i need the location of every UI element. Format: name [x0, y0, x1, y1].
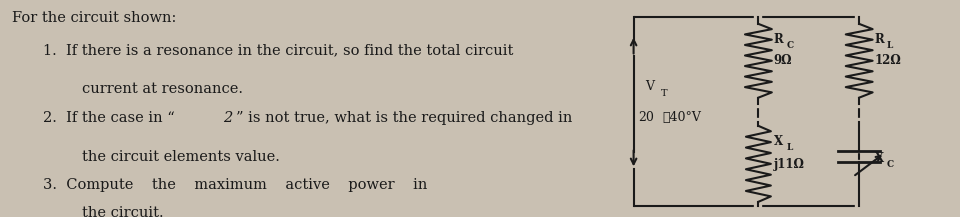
- Text: j11Ω: j11Ω: [774, 158, 804, 171]
- Text: 3.  Compute    the    maximum    active    power    in: 3. Compute the maximum active power in: [43, 178, 427, 192]
- Text: X: X: [875, 152, 884, 165]
- Text: ” is not true, what is the required changed in: ” is not true, what is the required chan…: [236, 111, 572, 125]
- Text: the circuit.: the circuit.: [82, 206, 163, 217]
- Text: R: R: [774, 33, 783, 46]
- Text: 9Ω: 9Ω: [774, 54, 792, 67]
- Text: 20: 20: [638, 111, 655, 124]
- Text: 12Ω: 12Ω: [875, 54, 901, 67]
- Text: L: L: [887, 41, 894, 50]
- Text: C: C: [887, 160, 894, 169]
- Text: ≀40°V: ≀40°V: [662, 111, 701, 124]
- Text: 1.  If there is a resonance in the circuit, so find the total circuit: 1. If there is a resonance in the circui…: [43, 43, 514, 58]
- Text: 2: 2: [223, 111, 232, 125]
- Text: V: V: [645, 80, 654, 93]
- Text: L: L: [786, 143, 793, 152]
- Text: R: R: [875, 33, 884, 46]
- Text: current at resonance.: current at resonance.: [82, 82, 243, 97]
- Text: X: X: [774, 135, 783, 148]
- Text: 2.  If the case in “: 2. If the case in “: [43, 111, 175, 125]
- Text: the circuit elements value.: the circuit elements value.: [82, 150, 279, 164]
- Text: T: T: [660, 89, 667, 98]
- Text: C: C: [786, 41, 793, 50]
- Text: For the circuit shown:: For the circuit shown:: [12, 11, 176, 25]
